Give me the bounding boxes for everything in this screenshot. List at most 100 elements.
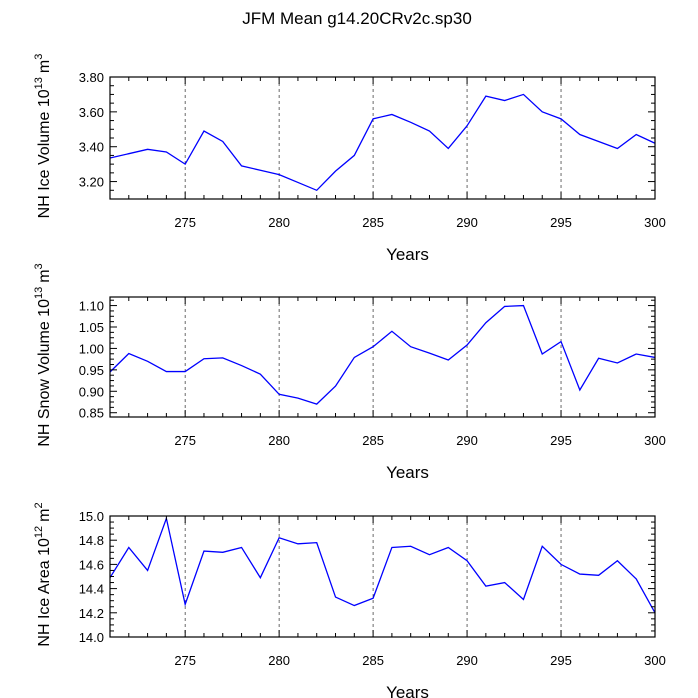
data-point <box>503 581 505 583</box>
data-point <box>203 130 205 132</box>
y-axis-label-unit-exp: 2 <box>33 502 45 508</box>
data-point <box>560 340 562 342</box>
x-axis-label: Years <box>386 245 429 264</box>
data-point <box>278 393 280 395</box>
data-point <box>353 604 355 606</box>
x-tick-label: 280 <box>268 653 290 668</box>
plot-frame <box>109 296 656 418</box>
data-point <box>240 364 242 366</box>
data-point <box>428 352 430 354</box>
panel-snow-volume: 275 280 285 290 295 300 0.85 0.90 0.95 1.00 1.05 1.… <box>33 263 666 482</box>
y-tick-label: 3.20 <box>79 175 104 190</box>
data-point <box>222 140 224 142</box>
data-point <box>203 358 205 360</box>
data-point <box>447 546 449 548</box>
plot-frame <box>109 515 656 638</box>
data-point <box>579 133 581 135</box>
y-tick-label: 1.05 <box>79 320 104 335</box>
data-point <box>635 353 637 355</box>
series-line <box>109 516 656 614</box>
y-tick-label: 14.2 <box>79 606 104 621</box>
data-point <box>259 373 261 375</box>
data-point <box>165 370 167 372</box>
y-axis-label-text: NH Snow Volume <box>36 317 53 447</box>
x-axis-label: Years <box>386 683 429 698</box>
data-point <box>485 585 487 587</box>
data-point <box>278 537 280 539</box>
data-point <box>334 170 336 172</box>
y-tick-label: 0.90 <box>79 384 104 399</box>
data-point <box>316 403 318 405</box>
y-tick-label: 0.95 <box>79 363 104 378</box>
data-point <box>409 346 411 348</box>
data-point <box>146 569 148 571</box>
data-point <box>560 563 562 565</box>
x-tick-label: 275 <box>174 215 196 230</box>
data-point <box>297 543 299 545</box>
data-point <box>372 118 374 120</box>
data-point <box>597 357 599 359</box>
data-point <box>259 169 261 171</box>
y-axis-label-unit-exp: 3 <box>33 263 45 269</box>
x-tick-label: 285 <box>362 433 384 448</box>
data-point <box>485 95 487 97</box>
data-point <box>278 173 280 175</box>
data-point <box>503 305 505 307</box>
y-tick-label: 3.60 <box>79 105 104 120</box>
x-tick-label: 300 <box>644 215 666 230</box>
y-axis-label-text: NH Ice Area <box>36 556 53 647</box>
data-point <box>240 165 242 167</box>
y-axis-label-exp: 12 <box>33 526 45 538</box>
series-line <box>109 304 656 405</box>
data-point <box>428 130 430 132</box>
data-point <box>428 554 430 556</box>
data-point <box>485 322 487 324</box>
y-axis-label-text: NH Ice Volume <box>36 107 53 218</box>
x-tick-label: 295 <box>550 653 572 668</box>
x-tick-label: 285 <box>362 215 384 230</box>
x-tick-label: 285 <box>362 653 384 668</box>
data-point <box>597 140 599 142</box>
x-tick-label: 295 <box>550 433 572 448</box>
data-point <box>541 545 543 547</box>
y-tick-label: 1.10 <box>79 299 104 314</box>
data-point <box>579 573 581 575</box>
data-point <box>409 121 411 123</box>
y-axis-label-base: 10 <box>36 299 53 317</box>
data-point <box>334 596 336 598</box>
data-point <box>128 152 130 154</box>
data-point <box>334 385 336 387</box>
x-tick-label: 290 <box>456 653 478 668</box>
y-tick-label: 0.85 <box>79 406 104 421</box>
y-axis-label-base: 10 <box>36 89 53 107</box>
data-point <box>128 352 130 354</box>
data-point <box>503 99 505 101</box>
data-point <box>391 113 393 115</box>
data-point <box>522 93 524 95</box>
series-line <box>109 93 656 192</box>
plot-frame <box>109 76 656 200</box>
x-tick-label: 300 <box>644 433 666 448</box>
data-point <box>128 546 130 548</box>
panel-ice-volume: 275 280 285 290 295 300 3.20 3.40 3.60 3.80 Years N… <box>33 54 666 264</box>
y-tick-label: 3.80 <box>79 70 104 85</box>
data-point <box>391 330 393 332</box>
y-axis-label-unit: m <box>36 269 53 282</box>
data-point <box>635 578 637 580</box>
data-point <box>616 560 618 562</box>
data-point <box>372 346 374 348</box>
y-axis-label: NH Ice Volume 1013 m3 <box>33 54 53 219</box>
data-point <box>316 189 318 191</box>
x-tick-label: 290 <box>456 215 478 230</box>
x-tick-label: 275 <box>174 433 196 448</box>
data-point <box>316 541 318 543</box>
data-point <box>466 125 468 127</box>
y-axis-label-unit-exp: 3 <box>33 54 45 60</box>
data-point <box>259 577 261 579</box>
data-point <box>146 148 148 150</box>
y-tick-label: 14.0 <box>79 630 104 645</box>
data-point <box>409 545 411 547</box>
y-axis-label-exp: 13 <box>33 287 45 299</box>
data-point <box>447 359 449 361</box>
